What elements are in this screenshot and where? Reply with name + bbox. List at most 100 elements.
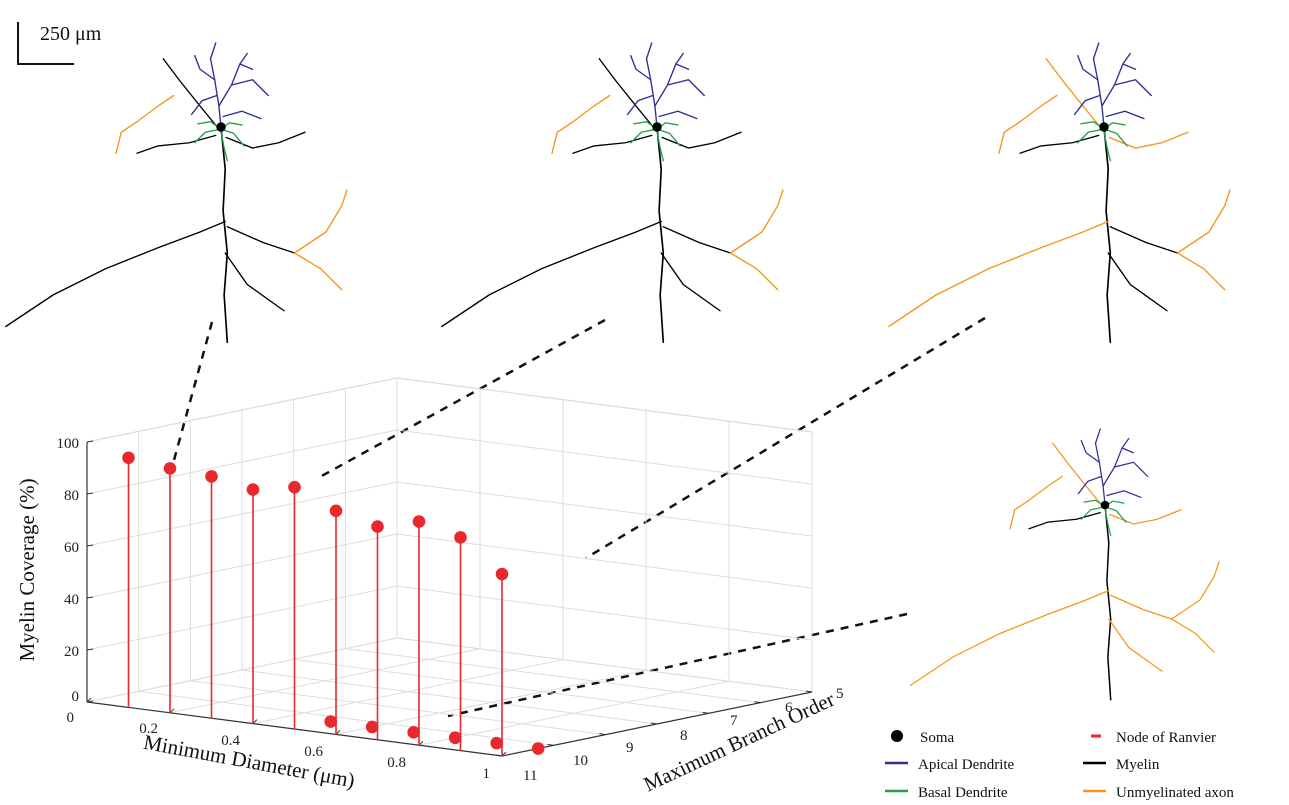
legend-label: Node of Ranvier [1116,730,1216,746]
x-tick-labels: 0 0.2 0.4 0.6 0.8 1 [67,710,491,782]
scale-bar-label: 250 μm [40,23,102,45]
x-tick-label: 0.6 [304,744,323,760]
legend-label: Unmyelinated axon [1116,785,1234,801]
z-tick-label: 80 [64,488,79,504]
plot-axes [86,377,813,757]
data-point [371,520,384,533]
data-stems [122,451,545,756]
data-point [246,483,260,496]
z-tick-label: 100 [57,436,80,452]
y-tick-label: 9 [626,740,634,756]
grid-line [418,421,730,746]
y-tick-labels: 5 6 7 8 9 10 11 [523,686,844,784]
data-point [495,567,509,581]
y-tick-label: 5 [836,686,844,702]
legend: Soma Node of Ranvier Apical Dendrite Mye… [885,730,1234,801]
soma-marker-icon [891,730,903,742]
z-axis-label: Myelin Coverage (%) [15,478,39,661]
y-tick [495,754,503,757]
legend-item-apical-dendrite: Apical Dendrite [885,757,1015,773]
legend-item-myelin: Myelin [1083,757,1160,773]
connector-line-1 [172,321,214,461]
data-point [163,462,177,475]
y-tick-label: 8 [680,728,688,744]
grid-line [189,420,606,736]
y-tick [702,711,709,714]
grid-line [86,637,813,703]
data-point [365,720,379,734]
z-tick-label: 20 [64,644,79,660]
y-tick-label: 6 [785,700,793,716]
grid-line [344,388,761,704]
data-point [205,470,218,483]
legend-label: Myelin [1116,757,1160,773]
connector-line-4 [447,612,908,718]
data-point [329,504,343,518]
z-tick [86,440,94,443]
z-tick [86,492,94,495]
soma-dot [652,122,662,132]
neuron-morphology [909,428,1220,701]
data-point [490,736,503,750]
y-tick-label: 10 [573,753,588,769]
x-tick-label: 0.4 [221,733,240,749]
data-point [454,531,467,544]
connector-line-3 [585,316,986,560]
x-tick [86,697,92,703]
grid-line [86,377,813,443]
data-point [324,715,337,728]
y-tick-label: 11 [523,768,537,784]
legend-item-soma: Soma [891,730,955,746]
grid-line [169,388,481,714]
legend-label: Apical Dendrite [918,757,1015,773]
z-tick [86,596,94,599]
scale-bar: 250 μm [17,22,102,65]
z-tick-label: 60 [64,540,79,556]
grid-line [501,432,813,757]
y-tick [599,733,606,736]
grid-line [241,410,658,725]
data-point [122,451,135,465]
neuron-morphologies [5,42,1231,701]
legend-item-basal-dendrite: Basal Dendrite [885,785,1008,801]
x-tick-label: 0.2 [139,721,158,737]
grid-line [396,378,813,693]
y-tick [547,743,554,746]
data-point [407,726,420,739]
box-top-edge [86,377,813,443]
x-tick-label: 0.8 [387,755,406,771]
z-tick-labels: 0 20 40 60 80 100 [57,436,80,705]
y-axis-label: Maximum Branch Order [640,687,838,796]
z-tick-label: 40 [64,592,79,608]
z-tick [86,648,94,651]
neuron-morphology [441,42,784,344]
grid-line [252,399,564,725]
grid-line [138,431,554,746]
connector-line-2 [317,318,606,480]
legend-label: Soma [920,730,955,746]
legend-item-unmyelinated-axon: Unmyelinated axon [1083,785,1234,801]
soma-dot [1100,500,1110,510]
connector-lines [172,316,986,718]
grid-line [86,429,813,495]
x-tick-label: 1 [483,766,491,782]
grid-line [86,533,813,599]
data-point [288,480,301,494]
neuron-morphology [5,42,348,344]
soma-dot [1099,122,1109,132]
soma-dot [216,122,226,132]
z-tick [86,700,94,703]
grid-line [86,481,813,547]
data-point [448,731,462,745]
x-axis-label: Minimum Diameter (μm) [142,730,357,793]
y-tick [805,690,813,693]
grid-line [86,585,813,651]
neuron-morphology [888,42,1231,344]
x-tick-label: 0 [67,710,75,726]
z-tick [86,544,94,547]
y-tick [650,722,658,725]
y-tick [754,701,761,704]
data-point [531,742,545,755]
legend-item-node-of-ranvier: Node of Ranvier [1091,730,1216,746]
